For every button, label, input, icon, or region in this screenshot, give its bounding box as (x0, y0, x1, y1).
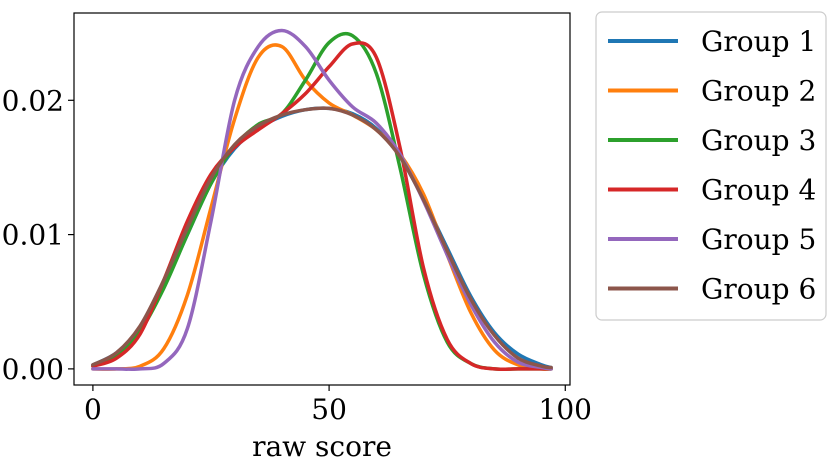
legend-label-group-5: Group 5 (701, 223, 816, 256)
x-tick-label: 50 (311, 393, 347, 426)
legend-label-group-3: Group 3 (701, 124, 816, 157)
x-axis-label: raw score (252, 430, 392, 463)
legend-label-group-4: Group 4 (701, 174, 816, 207)
y-axis-ticks: 0.00 0.01 0.02 (2, 84, 74, 386)
legend-label-group-1: Group 1 (701, 25, 816, 58)
x-axis-ticks: 0 50 100 (84, 385, 592, 426)
y-tick-label: 0.01 (2, 219, 64, 252)
legend: Group 1 Group 2 Group 3 Group 4 Group 5 Group… (595, 11, 827, 321)
y-tick-label: 0.00 (2, 353, 64, 386)
legend-label-group-2: Group 2 (701, 75, 816, 108)
legend-items: Group 1 Group 2 Group 3 Group 4 Group 5 Group… (608, 25, 816, 306)
series-line-group-5 (91, 28, 553, 372)
series-line-group-6 (91, 106, 553, 370)
series-line-group-2 (91, 43, 553, 371)
legend-label-group-6: Group 6 (701, 273, 816, 306)
plot-series-group (91, 28, 553, 372)
y-tick-label: 0.02 (2, 84, 64, 117)
plot-frame (73, 12, 571, 386)
x-tick-label: 100 (539, 393, 592, 426)
x-tick-label: 0 (84, 393, 102, 426)
